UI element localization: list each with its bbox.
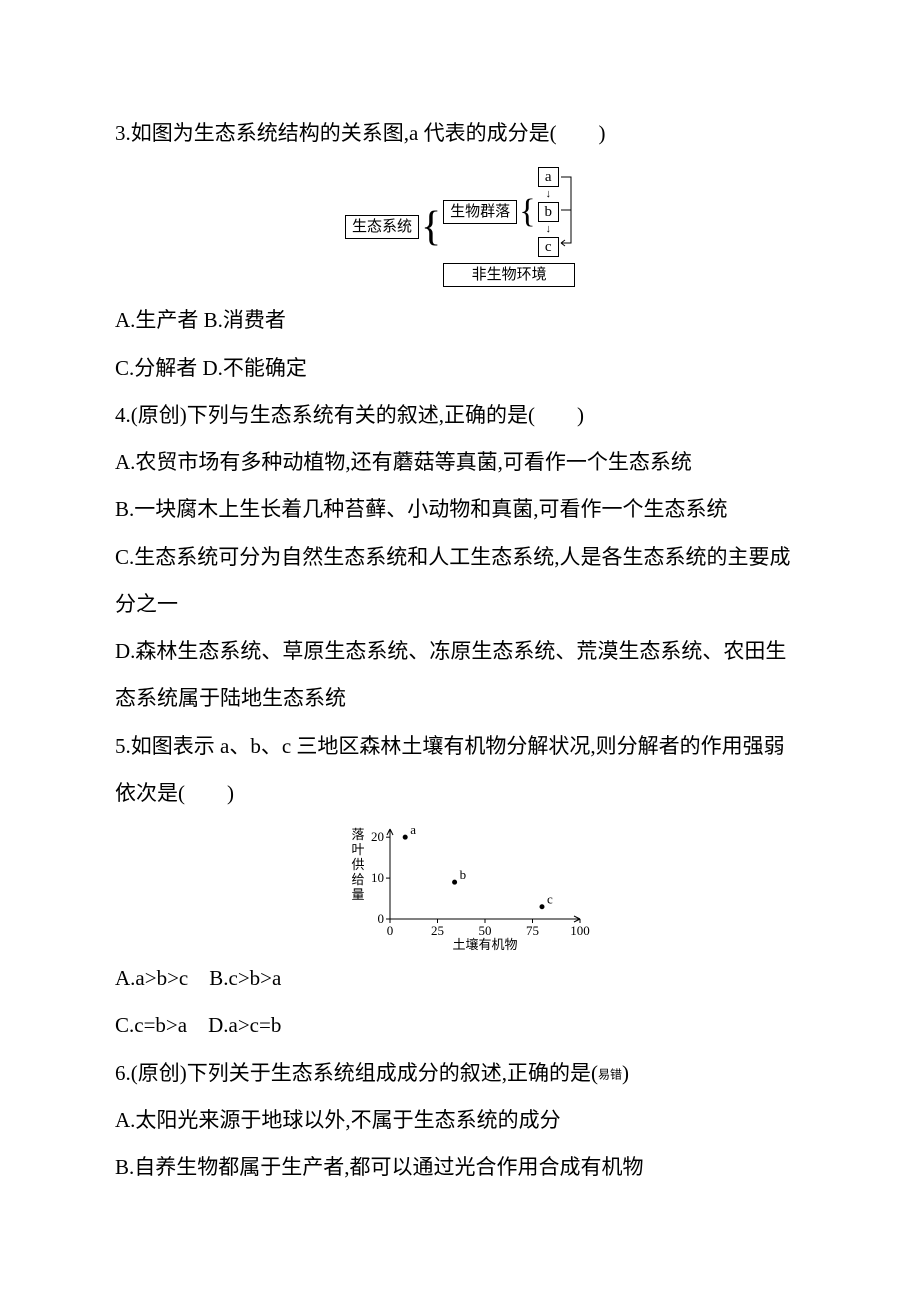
q6-option-b: B.自养生物都属于生产者,都可以通过光合作用合成有机物: [115, 1144, 805, 1191]
q4-stem: 4.(原创)下列与生态系统有关的叙述,正确的是( ): [115, 392, 805, 439]
q6-stem-sub: 易错: [598, 1067, 622, 1081]
svg-text:100: 100: [570, 923, 590, 938]
diagram-b-box: b: [538, 202, 560, 222]
q4-option-d: D.森林生态系统、草原生态系统、冻原生态系统、荒漠生态系统、农田生态系统属于陆地…: [115, 628, 805, 723]
q5-options-cd: C.c=b>a D.a>c=b: [115, 1002, 805, 1049]
q4-option-b: B.一块腐木上生长着几种苔藓、小动物和真菌,可看作一个生态系统: [115, 486, 805, 533]
q5-chart: 0 10 20 0 25 50 75 100 落叶供给量土壤有机物 a b c: [115, 821, 805, 951]
diagram-abc-column: a ↓ b ↓ c: [538, 167, 560, 257]
diagram-mid-column: 生物群落 { a ↓ b ↓ c: [443, 167, 575, 287]
diagram-root-box: 生态系统: [345, 215, 419, 239]
svg-text:50: 50: [479, 923, 492, 938]
brace-icon: {: [517, 195, 537, 229]
arrow-down-icon: ↓: [546, 224, 552, 235]
diagram-mid-top-box: 生物群落: [443, 200, 517, 224]
svg-text:给: 给: [351, 872, 364, 887]
brace-icon: {: [419, 206, 443, 248]
svg-text:落: 落: [351, 827, 364, 842]
svg-text:0: 0: [378, 911, 385, 926]
scatter-chart-svg: 0 10 20 0 25 50 75 100 落叶供给量土壤有机物 a b c: [330, 821, 590, 951]
svg-text:量: 量: [351, 887, 364, 902]
q3-stem: 3.如图为生态系统结构的关系图,a 代表的成分是( ): [115, 110, 805, 157]
connector-lines-icon: [559, 167, 575, 253]
q5-options-ab: A.a>b>c B.c>b>a: [115, 955, 805, 1002]
svg-text:土壤有机物: 土壤有机物: [452, 937, 517, 951]
svg-text:a: a: [410, 822, 416, 837]
svg-text:10: 10: [371, 870, 384, 885]
document-page: 3.如图为生态系统结构的关系图,a 代表的成分是( ) 生态系统 { 生物群落 …: [0, 0, 920, 1302]
q4-option-c: C.生态系统可分为自然生态系统和人工生态系统,人是各生态系统的主要成分之一: [115, 534, 805, 629]
diagram-c-box: c: [538, 237, 559, 257]
q3-diagram: 生态系统 { 生物群落 { a ↓ b ↓ c: [115, 167, 805, 287]
svg-text:叶: 叶: [351, 842, 364, 857]
q4-option-a: A.农贸市场有多种动植物,还有蘑菇等真菌,可看作一个生态系统: [115, 439, 805, 486]
q5-stem: 5.如图表示 a、b、c 三地区森林土壤有机物分解状况,则分解者的作用强弱依次是…: [115, 723, 805, 818]
ecosystem-diagram: 生态系统 { 生物群落 { a ↓ b ↓ c: [345, 167, 575, 287]
svg-text:0: 0: [387, 923, 394, 938]
svg-text:c: c: [547, 892, 553, 907]
q6-stem: 6.(原创)下列关于生态系统组成成分的叙述,正确的是(易错): [115, 1050, 805, 1097]
diagram-mid-bottom-box: 非生物环境: [443, 263, 575, 287]
q6-option-a: A.太阳光来源于地球以外,不属于生态系统的成分: [115, 1097, 805, 1144]
svg-text:b: b: [460, 867, 467, 882]
q6-stem-post: ): [622, 1061, 629, 1085]
svg-text:25: 25: [431, 923, 444, 938]
arrow-down-icon: ↓: [546, 189, 552, 200]
diagram-a-box: a: [538, 167, 559, 187]
q3-options-ab: A.生产者 B.消费者: [115, 297, 805, 344]
svg-text:供: 供: [351, 857, 364, 872]
q6-stem-pre: 6.(原创)下列关于生态系统组成成分的叙述,正确的是(: [115, 1061, 598, 1085]
diagram-top-row: 生物群落 { a ↓ b ↓ c: [443, 167, 575, 257]
q3-options-cd: C.分解者 D.不能确定: [115, 345, 805, 392]
svg-text:75: 75: [526, 923, 539, 938]
svg-text:20: 20: [371, 829, 384, 844]
